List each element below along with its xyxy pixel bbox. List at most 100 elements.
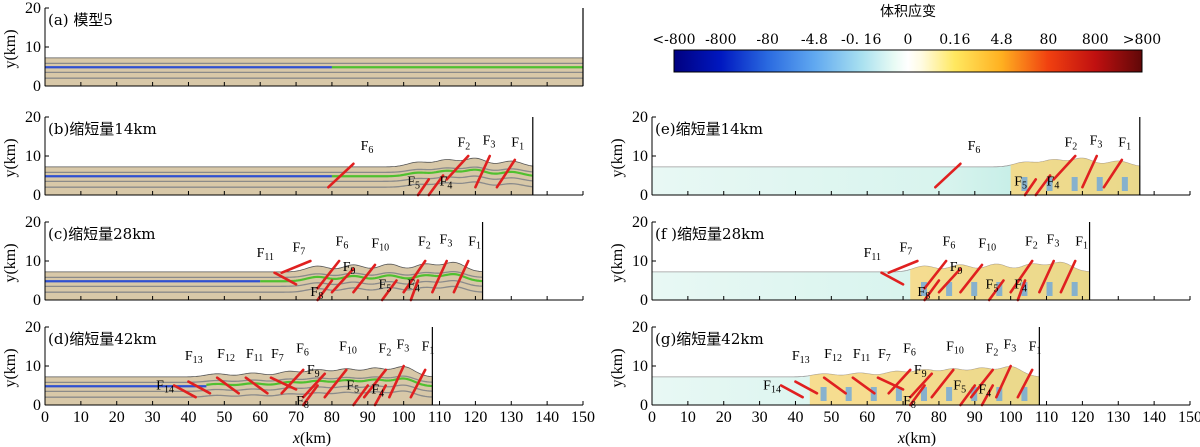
y-tick-label: 20	[25, 214, 41, 231]
fault-line	[409, 368, 427, 399]
x-axis-title-right: x(km)	[897, 430, 936, 447]
fault-label: F7	[292, 240, 305, 257]
x-tick-label: 50	[216, 409, 232, 426]
colorbar-tick-label: -80	[756, 32, 779, 48]
x-tick-label: 30	[752, 409, 768, 426]
panel-label: (f )缩短量28km	[655, 225, 764, 243]
x-tick-label: 110	[1035, 409, 1058, 426]
x-tick-label: 20	[716, 409, 732, 426]
x-tick-label: 70	[895, 409, 911, 426]
fault-label: F10	[339, 339, 357, 356]
fault-line	[409, 279, 420, 302]
gray-layer	[45, 270, 483, 279]
y-axis-title: y(km)	[609, 138, 626, 177]
fault-label: F2	[457, 135, 470, 152]
strain-blue-patch	[996, 387, 1003, 401]
fault-label: F4	[1047, 174, 1060, 191]
fault-label: F4	[371, 382, 384, 399]
fault-line	[959, 263, 984, 294]
fault-line	[373, 384, 388, 407]
fault-line	[452, 259, 470, 294]
strain-blue-patch	[1096, 177, 1103, 191]
fault-label: F4	[440, 174, 453, 191]
x-tick-label: 20	[109, 409, 125, 426]
fault-label: F14	[763, 378, 781, 395]
fault-line	[1102, 158, 1124, 189]
fault-line	[273, 271, 298, 286]
fault-label: F10	[371, 236, 389, 253]
fault-label: F6	[943, 234, 956, 251]
y-tick-label: 10	[25, 253, 41, 270]
fault-line	[301, 372, 327, 399]
fault-line	[1038, 259, 1056, 294]
colorbar-tick-label: -4.8	[801, 32, 828, 48]
colorbar-tick-label: 0	[904, 32, 913, 48]
y-tick-label: 20	[632, 319, 648, 336]
fault-label: F3	[483, 133, 496, 150]
fault-label: F11	[257, 246, 274, 263]
fault-line	[934, 162, 962, 189]
x-tick-label: 10	[680, 409, 696, 426]
strain-blue-patch	[946, 282, 953, 296]
fault-line	[280, 259, 312, 275]
fault-label: F9	[343, 260, 356, 277]
fault-label: F11	[864, 246, 881, 263]
y-tick-label: 10	[25, 148, 41, 165]
colorbar-tick-label: -800	[705, 32, 736, 48]
strain-blue-patch	[971, 282, 978, 296]
fault-line	[969, 368, 995, 399]
x-tick-label: 60	[252, 409, 268, 426]
y-axis-title: y(km)	[2, 29, 19, 68]
x-tick-label: 130	[499, 409, 523, 426]
green-layer	[260, 272, 483, 283]
fault-label: F5	[407, 174, 420, 191]
panel-e: F6 F2 F3 F1 F5 F4 0 10 20 y(km) (e)缩短量14km	[609, 109, 1191, 204]
fault-label: F6	[361, 139, 374, 156]
colorbar-tick-label: 80	[1039, 32, 1057, 48]
fault-label: F2	[986, 341, 999, 358]
strain-blue-patch	[1046, 282, 1053, 296]
fault-label: F2	[418, 234, 431, 251]
fault-label: F2	[1025, 234, 1038, 251]
fault-line	[923, 279, 941, 302]
fault-label: F10	[978, 236, 996, 253]
strain-blue-patch	[921, 387, 927, 401]
fault-label: F6	[336, 234, 349, 251]
panel-c: F11 F7 F6 F10 F2 F3 F1 F9 F8 F5 F4 0 10 20 y(km) (c)缩短量…	[2, 214, 584, 309]
y-tick-label: 10	[632, 148, 648, 165]
fault-label: F3	[440, 232, 453, 249]
x-tick-label: 10	[73, 409, 89, 426]
fault-label: F6	[968, 139, 981, 156]
fault-label: F3	[396, 337, 409, 354]
gray-layer	[45, 285, 483, 293]
fault-label: F7	[899, 240, 912, 257]
fault-line	[1016, 368, 1034, 399]
gray-layer	[45, 166, 533, 174]
colorbar-tick-label: >800	[1123, 32, 1161, 48]
strain-blue-patch	[1021, 282, 1028, 296]
fault-line	[995, 364, 1012, 399]
colorbar-tick-label: -0. 16	[841, 32, 881, 48]
strain-hot-zone	[910, 262, 1090, 300]
y-tick-label: 0	[33, 292, 41, 309]
fault-line	[1016, 279, 1027, 302]
panel-d: F13F12F11F7F6F10F2F3F1F14F9F8F5F401020y(…	[2, 319, 595, 426]
fault-label: F5	[986, 277, 999, 294]
colorbar-tick-label: 800	[1082, 32, 1109, 48]
fault-line	[887, 259, 919, 275]
strain-blue-patch	[1121, 177, 1128, 191]
x-tick-label: 30	[145, 409, 161, 426]
fault-line	[908, 372, 934, 399]
fault-line	[427, 174, 445, 197]
x-tick-label: 150	[1178, 409, 1200, 426]
panel-label: (d)缩短量42km	[48, 330, 157, 348]
fault-label: F1	[1118, 135, 1131, 152]
y-tick-label: 0	[33, 187, 41, 204]
x-tick-label: 80	[324, 409, 340, 426]
colorbar: 体积应变 <-800 -800 -80 -4.8 -0. 16 0 0.16 4.8 80 800…	[652, 3, 1161, 73]
y-tick-label: 20	[25, 109, 41, 126]
fault-line	[959, 384, 977, 407]
y-axis-title: y(km)	[609, 348, 626, 387]
fault-label: F6	[296, 341, 309, 358]
gray-layer	[45, 375, 433, 384]
